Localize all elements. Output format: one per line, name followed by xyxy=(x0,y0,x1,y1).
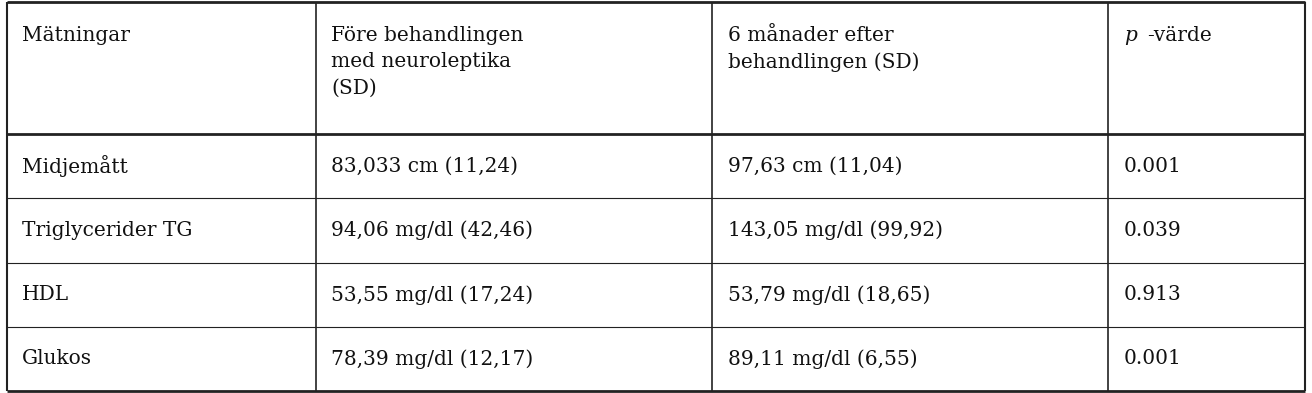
Text: 0.001: 0.001 xyxy=(1124,157,1182,176)
Text: 0.001: 0.001 xyxy=(1124,349,1182,368)
Text: HDL: HDL xyxy=(22,285,70,304)
Text: 94,06 mg/dl (42,46): 94,06 mg/dl (42,46) xyxy=(332,221,534,241)
Text: p: p xyxy=(1124,26,1136,44)
Text: Mätningar: Mätningar xyxy=(22,26,130,44)
Text: 0.039: 0.039 xyxy=(1124,221,1182,240)
Text: 89,11 mg/dl (6,55): 89,11 mg/dl (6,55) xyxy=(728,349,917,369)
Text: 97,63 cm (11,04): 97,63 cm (11,04) xyxy=(728,157,903,176)
Text: 6 månader efter
behandlingen (SD): 6 månader efter behandlingen (SD) xyxy=(728,26,920,72)
Text: 53,79 mg/dl (18,65): 53,79 mg/dl (18,65) xyxy=(728,285,930,305)
Text: Före behandlingen
med neuroleptika
(SD): Före behandlingen med neuroleptika (SD) xyxy=(332,26,523,97)
Text: 53,55 mg/dl (17,24): 53,55 mg/dl (17,24) xyxy=(332,285,534,305)
Text: Triglycerider TG: Triglycerider TG xyxy=(22,221,193,240)
Text: Midjemått: Midjemått xyxy=(22,155,129,177)
Text: 83,033 cm (11,24): 83,033 cm (11,24) xyxy=(332,157,518,176)
Text: 143,05 mg/dl (99,92): 143,05 mg/dl (99,92) xyxy=(728,221,942,241)
Text: 78,39 mg/dl (12,17): 78,39 mg/dl (12,17) xyxy=(332,349,534,369)
Text: -värde: -värde xyxy=(1148,26,1212,44)
Text: 0.913: 0.913 xyxy=(1124,285,1182,304)
Text: Glukos: Glukos xyxy=(22,349,92,368)
